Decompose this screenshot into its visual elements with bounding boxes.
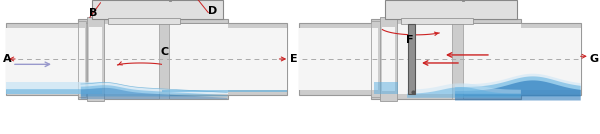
Bar <box>401 18 473 24</box>
Bar <box>6 82 102 94</box>
Bar <box>161 23 287 95</box>
Bar <box>299 23 395 95</box>
Bar <box>89 27 102 91</box>
Polygon shape <box>407 87 521 98</box>
Bar <box>455 23 581 95</box>
Polygon shape <box>455 76 581 96</box>
Bar <box>6 89 102 94</box>
Polygon shape <box>407 83 521 94</box>
Bar <box>161 90 287 92</box>
Bar <box>371 24 521 94</box>
Bar <box>371 19 521 99</box>
Bar <box>382 27 395 91</box>
Polygon shape <box>81 85 227 96</box>
Text: B: B <box>89 8 97 18</box>
Bar <box>6 23 102 95</box>
Polygon shape <box>81 82 227 94</box>
Text: C: C <box>161 47 169 57</box>
Bar <box>161 28 287 90</box>
Bar <box>78 21 86 97</box>
Bar <box>373 28 379 90</box>
Text: F: F <box>406 35 414 45</box>
Text: A: A <box>3 54 11 64</box>
Bar <box>6 28 102 90</box>
Text: G: G <box>590 54 599 64</box>
Bar <box>380 17 397 100</box>
Bar <box>87 17 104 100</box>
Polygon shape <box>81 88 227 99</box>
Polygon shape <box>455 80 581 100</box>
Bar <box>78 19 227 99</box>
Bar <box>409 24 415 94</box>
Bar <box>385 0 517 19</box>
Bar <box>374 82 398 94</box>
Bar <box>299 28 395 90</box>
Text: E: E <box>290 54 297 64</box>
Bar <box>79 28 85 90</box>
Bar <box>158 19 169 99</box>
Bar <box>452 19 463 99</box>
Bar <box>92 0 223 19</box>
Bar <box>455 28 581 90</box>
Bar <box>78 24 227 94</box>
Bar <box>108 18 179 24</box>
Text: D: D <box>208 6 217 16</box>
Polygon shape <box>455 74 581 94</box>
Bar <box>371 21 380 97</box>
